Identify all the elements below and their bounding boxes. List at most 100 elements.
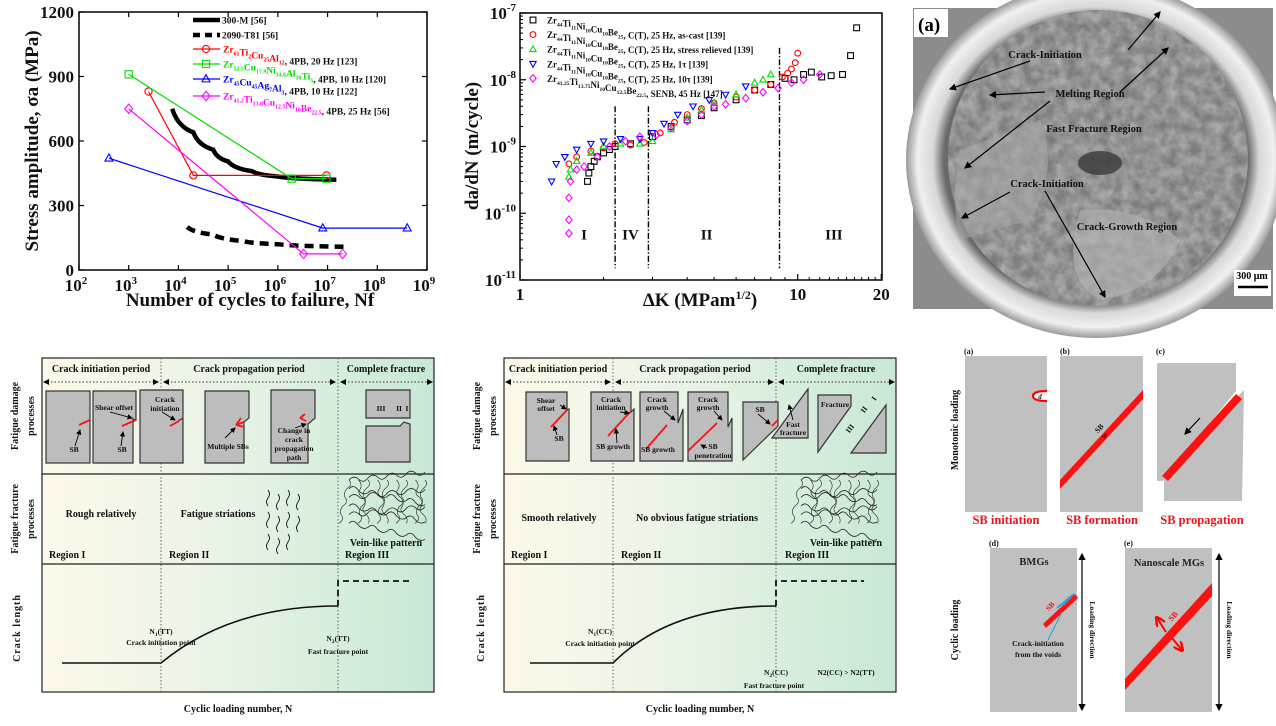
label-crack-growth: Crack [698, 395, 719, 404]
data-point [580, 161, 588, 172]
subscript: 13.8 [253, 102, 263, 108]
element: Al [286, 70, 296, 80]
data-point [847, 52, 855, 60]
tick-base: 10 [264, 276, 281, 295]
specimen [45, 390, 91, 464]
vein-line [810, 479, 822, 524]
legend-label: 2090-T81 [56] [222, 32, 278, 42]
element: Zr [547, 74, 557, 84]
subscript: 10 [585, 29, 591, 35]
row-label-fracture-2: processes [488, 499, 499, 539]
data-point [621, 136, 630, 146]
row-label-crack-length: Crack length [476, 594, 487, 662]
vein-pattern-drawing [790, 470, 879, 541]
data-point [124, 70, 133, 79]
element: Ti [563, 48, 572, 58]
data-point [791, 59, 799, 67]
label-crack-initiation: Crack [155, 395, 176, 404]
striation [286, 533, 290, 551]
data-point [784, 69, 792, 77]
legend-suffix: , 4PB, 20 Hz [123] [285, 58, 358, 68]
tick-base: 10 [164, 276, 181, 295]
surface-description: No obvious fatigue striations [636, 513, 758, 524]
label-sb-penetration: penetration [694, 451, 732, 460]
caption-sb-formation: SB formation [1066, 513, 1138, 527]
surface-description: Fatigue striations [181, 509, 256, 520]
label-fracture: Fracture [821, 400, 850, 409]
x-tick-label: 108 [363, 275, 386, 295]
element: Ti [563, 33, 572, 43]
tick-base: 10 [363, 276, 380, 295]
subscript: 45 [234, 82, 240, 88]
striation [276, 515, 280, 533]
data-point [287, 174, 296, 183]
data-point [683, 113, 692, 121]
data-point [298, 248, 309, 260]
element: Cu [605, 83, 617, 93]
subscript: 44 [557, 52, 563, 58]
crack-voids-label: Crack-initiation [1012, 639, 1064, 648]
subscript: 10 [295, 108, 301, 114]
tick-exp: -9 [507, 136, 517, 148]
data-point [572, 156, 581, 165]
subscript: 3 [282, 91, 285, 97]
data-point [317, 222, 328, 232]
x-tick-label: 109 [413, 275, 436, 295]
label-crack-initiation: Crack [601, 395, 622, 404]
element: Be [608, 28, 618, 38]
tick-base: 10 [485, 271, 502, 290]
data-point [652, 130, 661, 140]
striation [266, 511, 270, 529]
x-axis-label: ΔK (MPam1/2) [643, 288, 757, 311]
data-point [564, 228, 573, 238]
x-tick-label: 10 [789, 285, 806, 304]
row-label-fracture: Fatigue fracture [10, 484, 21, 554]
element: Ni [590, 80, 599, 90]
vein-line [800, 505, 878, 517]
specimen-piece [770, 387, 809, 439]
vein-line [867, 479, 879, 524]
label-multiple-sbs: Multiple SBs [207, 442, 249, 451]
specimen [270, 389, 316, 464]
region-label: Region III [785, 550, 829, 561]
element: Ag [257, 82, 269, 92]
subscript: 44 [557, 23, 563, 29]
vein-line [357, 479, 370, 524]
element: Be [608, 42, 618, 52]
data-point [586, 148, 596, 156]
data-point [759, 87, 767, 97]
data-point [648, 136, 657, 145]
data-point [189, 171, 198, 180]
legend-marker [201, 59, 211, 69]
subscript: 52.5 [234, 67, 244, 73]
element: Ti [563, 62, 572, 72]
vein-line [800, 488, 878, 499]
subscript: 10 [602, 46, 608, 52]
vein-line [348, 505, 426, 517]
specimen-piece [742, 401, 779, 462]
y-tick-label: 10-10 [484, 202, 516, 223]
data-point [124, 103, 134, 115]
striation [266, 489, 270, 507]
shear-band [1125, 583, 1212, 690]
row-label-crack-length: Crack length [12, 594, 23, 662]
element: Zr [223, 46, 234, 56]
legend-suffix: , SENB, 45 Hz [147] [646, 89, 723, 99]
y-axis-label: da/dN (m/cycle) [462, 82, 483, 210]
element: Ni [576, 51, 585, 61]
data-point [599, 141, 608, 150]
tick-exp: 2 [82, 275, 88, 287]
zone-mark: I [869, 395, 878, 403]
tick-base: 10 [413, 276, 430, 295]
specimen [92, 390, 137, 464]
label-melting-region: Melting Region [1055, 89, 1124, 100]
zone-mark: II [396, 404, 402, 413]
legend-label: Zr44Ti11Ni10Cu10Be25, C(T), 25 Hz, 1τ [1… [547, 45, 708, 70]
panel-label: (b) [1060, 347, 1070, 356]
data-point [705, 96, 714, 105]
element: Be [608, 57, 618, 67]
subscript: 14.6 [276, 73, 286, 79]
n1-description: Crack initiation point [565, 639, 635, 648]
subscript: 41.2 [234, 99, 244, 105]
